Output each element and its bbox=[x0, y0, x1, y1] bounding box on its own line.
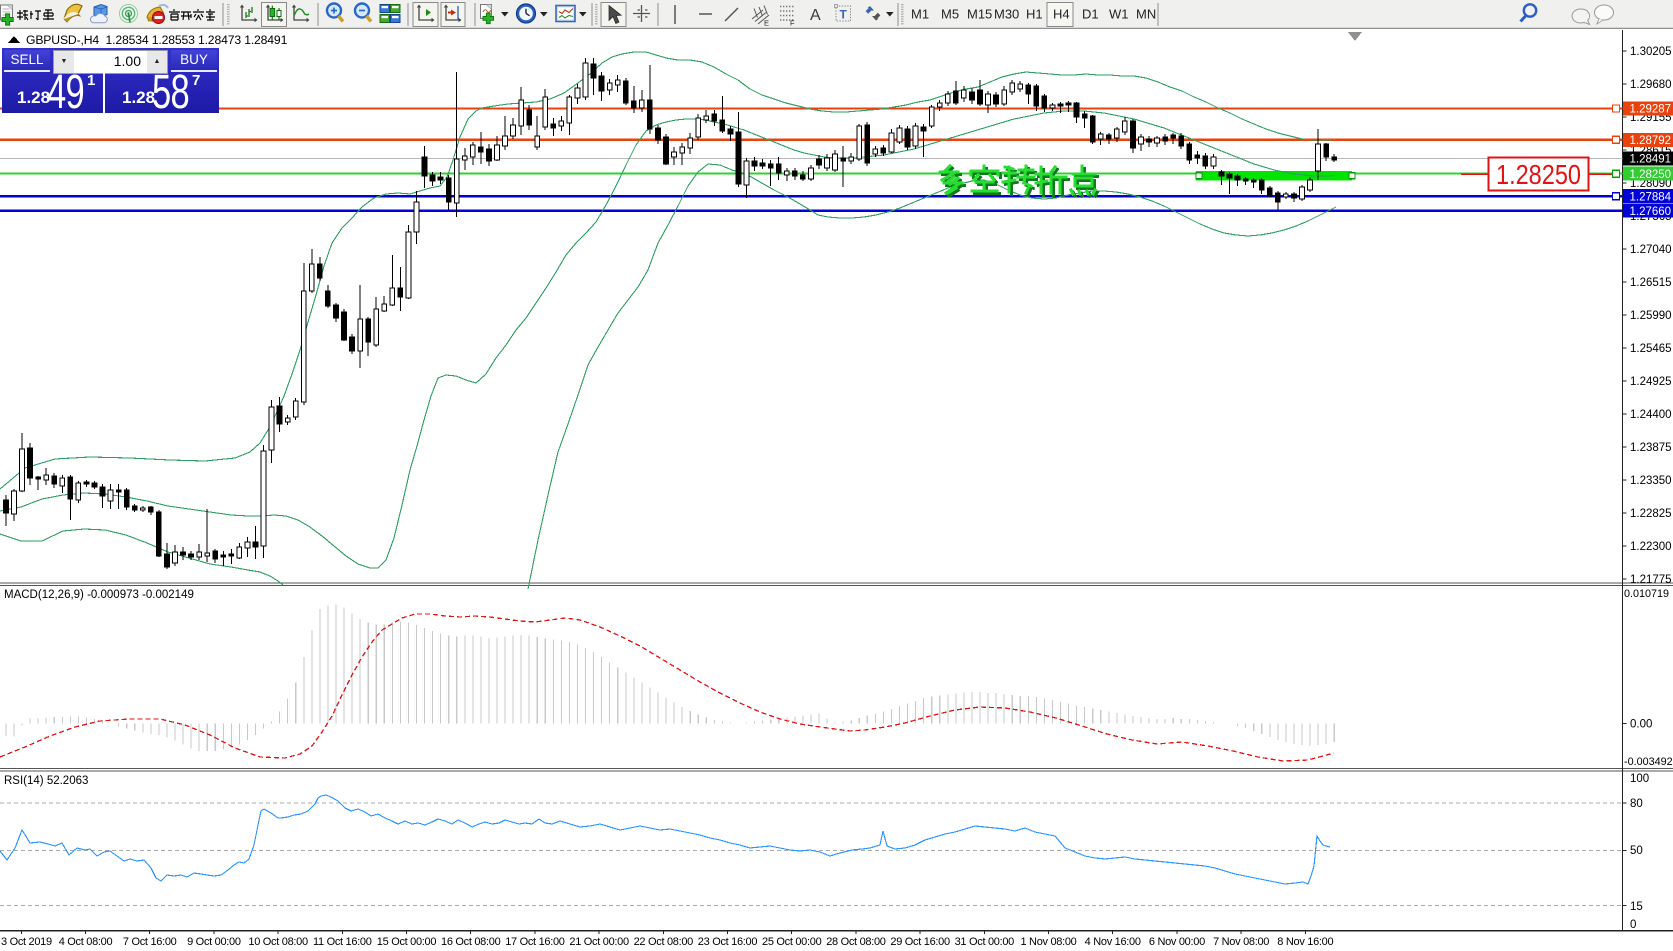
svg-text:50: 50 bbox=[1630, 845, 1643, 857]
svg-text:8 Nov 16:00: 8 Nov 16:00 bbox=[1277, 936, 1333, 948]
svg-text:23 Oct 16:00: 23 Oct 16:00 bbox=[698, 936, 758, 948]
svg-text:M15: M15 bbox=[967, 7, 992, 22]
svg-text:1.27660: 1.27660 bbox=[1630, 206, 1672, 218]
svg-text:RSI(14) 52.2063: RSI(14) 52.2063 bbox=[4, 775, 88, 787]
svg-text:D1: D1 bbox=[1082, 7, 1099, 22]
svg-text:1.28792: 1.28792 bbox=[1630, 135, 1672, 147]
svg-text:6 Nov 00:00: 6 Nov 00:00 bbox=[1149, 936, 1205, 948]
svg-text:0: 0 bbox=[1630, 919, 1636, 931]
svg-text:31 Oct 00:00: 31 Oct 00:00 bbox=[955, 936, 1015, 948]
svg-text:29 Oct 16:00: 29 Oct 16:00 bbox=[890, 936, 950, 948]
svg-text:17 Oct 16:00: 17 Oct 16:00 bbox=[505, 936, 565, 948]
svg-text:M1: M1 bbox=[911, 7, 929, 22]
svg-text:H4: H4 bbox=[1053, 7, 1070, 22]
svg-text:GBPUSD-,H4 1.28534 1.28553 1.: GBPUSD-,H4 1.28534 1.28553 1.28473 1.284… bbox=[26, 33, 288, 47]
svg-text:7 Oct 16:00: 7 Oct 16:00 bbox=[123, 936, 177, 948]
svg-text:1.28090: 1.28090 bbox=[1630, 178, 1672, 190]
svg-text:MN: MN bbox=[1136, 7, 1156, 22]
svg-text:3 Oct 2019: 3 Oct 2019 bbox=[1, 936, 52, 948]
svg-text:H1: H1 bbox=[1026, 7, 1043, 22]
svg-text:1.28250: 1.28250 bbox=[1630, 169, 1672, 181]
svg-text:4 Oct 08:00: 4 Oct 08:00 bbox=[59, 936, 113, 948]
svg-text:1.25990: 1.25990 bbox=[1630, 310, 1672, 322]
svg-text:1.22300: 1.22300 bbox=[1630, 541, 1672, 553]
svg-text:11 Oct 16:00: 11 Oct 16:00 bbox=[313, 936, 372, 948]
svg-text:15 Oct 00:00: 15 Oct 00:00 bbox=[377, 936, 437, 948]
svg-text:28 Oct 08:00: 28 Oct 08:00 bbox=[826, 936, 886, 948]
svg-text:MACD(12,26,9) -0.000973 -0.002: MACD(12,26,9) -0.000973 -0.002149 bbox=[4, 589, 194, 601]
svg-text:80: 80 bbox=[1630, 798, 1643, 810]
svg-text:1.27040: 1.27040 bbox=[1630, 244, 1672, 256]
svg-text:15: 15 bbox=[1630, 901, 1643, 913]
svg-text:1.28491: 1.28491 bbox=[1630, 154, 1672, 166]
svg-text:1.24925: 1.24925 bbox=[1630, 376, 1672, 388]
svg-text:25 Oct 00:00: 25 Oct 00:00 bbox=[762, 936, 822, 948]
svg-text:0.00: 0.00 bbox=[1630, 718, 1652, 730]
svg-text:100: 100 bbox=[1630, 773, 1649, 785]
svg-text:7 Nov 08:00: 7 Nov 08:00 bbox=[1213, 936, 1269, 948]
svg-text:1.23875: 1.23875 bbox=[1630, 442, 1672, 454]
svg-text:21 Oct 00:00: 21 Oct 00:00 bbox=[569, 936, 629, 948]
svg-text:1.28250: 1.28250 bbox=[1496, 159, 1581, 190]
svg-text:T: T bbox=[840, 8, 848, 22]
svg-text:1.27884: 1.27884 bbox=[1630, 191, 1672, 203]
svg-text:1.23350: 1.23350 bbox=[1630, 475, 1672, 487]
svg-text:22 Oct 08:00: 22 Oct 08:00 bbox=[634, 936, 694, 948]
svg-text:M5: M5 bbox=[941, 7, 959, 22]
svg-text:1.21775: 1.21775 bbox=[1630, 574, 1672, 586]
svg-text:1.26515: 1.26515 bbox=[1630, 277, 1672, 289]
svg-text:1.29287: 1.29287 bbox=[1630, 104, 1672, 116]
svg-text:1.29680: 1.29680 bbox=[1630, 79, 1672, 91]
svg-text:E: E bbox=[764, 19, 769, 28]
svg-text:16 Oct 08:00: 16 Oct 08:00 bbox=[441, 936, 501, 948]
svg-text:1.22825: 1.22825 bbox=[1630, 508, 1672, 520]
svg-text:1.30205: 1.30205 bbox=[1630, 46, 1672, 58]
svg-text:-0.003492: -0.003492 bbox=[1624, 756, 1673, 768]
svg-text:1.24400: 1.24400 bbox=[1630, 409, 1672, 421]
svg-text:M30: M30 bbox=[994, 7, 1019, 22]
svg-text:4 Nov 16:00: 4 Nov 16:00 bbox=[1085, 936, 1141, 948]
svg-text:9 Oct 00:00: 9 Oct 00:00 bbox=[187, 936, 241, 948]
svg-text:W1: W1 bbox=[1109, 7, 1129, 22]
svg-text:A: A bbox=[810, 7, 821, 24]
svg-text:F: F bbox=[790, 19, 795, 28]
svg-text:0.010719: 0.010719 bbox=[1624, 588, 1669, 600]
svg-text:1.25465: 1.25465 bbox=[1630, 343, 1672, 355]
svg-text:10 Oct 08:00: 10 Oct 08:00 bbox=[248, 936, 308, 948]
svg-text:1 Nov 08:00: 1 Nov 08:00 bbox=[1020, 936, 1076, 948]
